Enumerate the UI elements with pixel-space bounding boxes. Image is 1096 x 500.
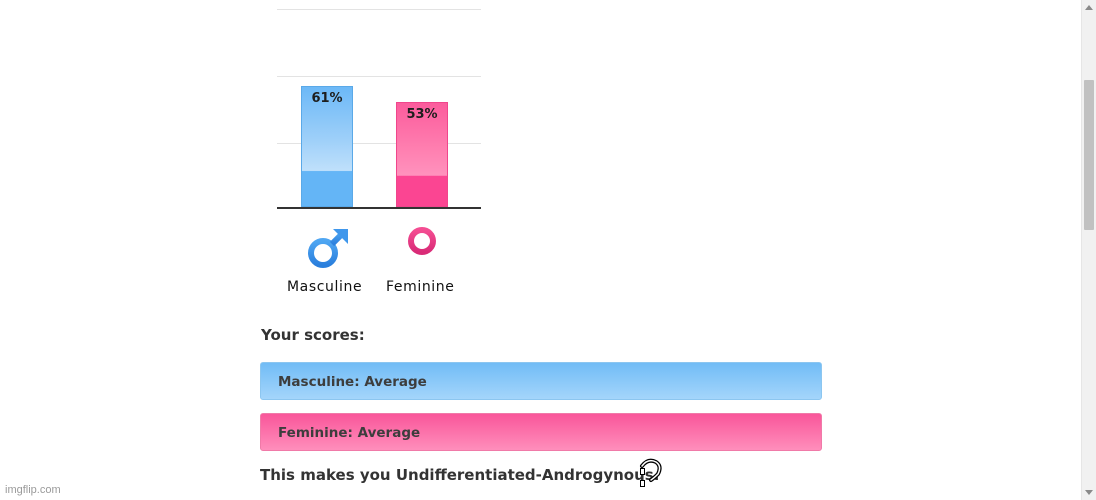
scores-heading: Your scores: bbox=[261, 326, 365, 344]
gridline-upper bbox=[277, 76, 481, 77]
category-label-feminine: Feminine bbox=[386, 279, 455, 295]
gender-score-chart: 61% 53% bbox=[270, 0, 490, 215]
vertical-scrollbar[interactable] bbox=[1081, 0, 1096, 500]
masculine-score-bar: Masculine: Average bbox=[260, 362, 822, 400]
category-label-masculine: Masculine bbox=[287, 279, 363, 295]
confused-face-icon bbox=[640, 458, 662, 487]
result-conclusion: This makes you Undifferentiated-Androgyn… bbox=[260, 466, 660, 484]
bar-masculine: 61% bbox=[301, 86, 353, 207]
bar-feminine: 53% bbox=[396, 102, 448, 207]
feminine-score-text: Feminine: Average bbox=[278, 425, 421, 441]
male-symbol-icon bbox=[308, 229, 348, 268]
scrollbar-thumb[interactable] bbox=[1084, 80, 1094, 230]
chart-baseline bbox=[277, 207, 481, 209]
scroll-down-arrow-icon[interactable] bbox=[1082, 484, 1096, 500]
female-symbol-icon bbox=[408, 227, 436, 269]
gridline-top bbox=[277, 9, 481, 10]
gridline-middle bbox=[277, 143, 481, 144]
bar-feminine-value-label: 53% bbox=[406, 107, 438, 122]
masculine-score-text: Masculine: Average bbox=[278, 374, 427, 390]
scroll-up-arrow-icon[interactable] bbox=[1082, 0, 1096, 16]
bar-masculine-value-label: 61% bbox=[311, 91, 343, 106]
imgflip-watermark: imgflip.com bbox=[5, 484, 61, 496]
feminine-score-bar: Feminine: Average bbox=[260, 413, 822, 451]
